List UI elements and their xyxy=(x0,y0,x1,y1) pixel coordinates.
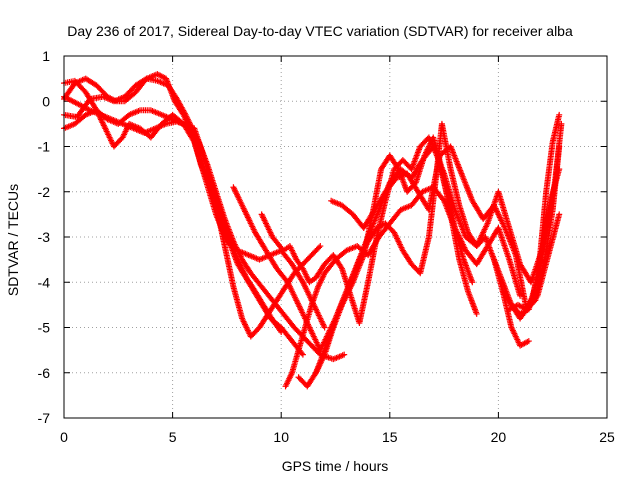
chart-title: Day 236 of 2017, Sidereal Day-to-day VTE… xyxy=(67,23,573,39)
y-tick-label: -6 xyxy=(38,365,51,381)
x-tick-label: 10 xyxy=(273,429,289,445)
data-point xyxy=(556,211,563,218)
series-track-13 xyxy=(499,120,565,317)
data-point xyxy=(321,324,328,331)
x-tick-label: 25 xyxy=(599,429,615,445)
series-track-4 xyxy=(61,107,324,340)
x-axis-label: GPS time / hours xyxy=(282,458,389,474)
y-tick-label: -5 xyxy=(38,320,51,336)
data-point xyxy=(556,111,563,118)
plot-frame xyxy=(63,55,608,419)
trace-marker xyxy=(338,264,345,271)
y-tick-label: -3 xyxy=(38,229,51,245)
data-point xyxy=(558,120,565,127)
trace-marker xyxy=(316,244,323,251)
x-tick-label: 15 xyxy=(382,429,398,445)
y-tick-label: -7 xyxy=(38,410,51,426)
data-point xyxy=(341,351,348,358)
trace-marker xyxy=(190,137,197,144)
y-tick-label: -4 xyxy=(38,274,51,290)
series-track-11 xyxy=(328,143,563,313)
y-tick-label: 0 xyxy=(42,93,50,109)
y-axis-label: SDTVAR / TECUs xyxy=(5,184,21,296)
series-track-14 xyxy=(506,143,563,313)
y-tick-label: -1 xyxy=(38,139,51,155)
data-point xyxy=(525,338,532,345)
x-tick-label: 0 xyxy=(60,429,68,445)
x-tick-label: 20 xyxy=(491,429,507,445)
series-track-8 xyxy=(282,184,524,390)
y-tick-label: -2 xyxy=(38,184,51,200)
data-marks xyxy=(61,71,565,390)
data-point xyxy=(517,292,524,299)
data-point xyxy=(473,310,480,317)
data-point xyxy=(299,351,306,358)
x-tick-label: 5 xyxy=(169,429,177,445)
data-point xyxy=(317,243,324,250)
y-tick-label: 1 xyxy=(42,48,50,64)
data-point xyxy=(556,143,563,150)
series-track-5 xyxy=(61,77,328,331)
data-point xyxy=(469,279,476,286)
